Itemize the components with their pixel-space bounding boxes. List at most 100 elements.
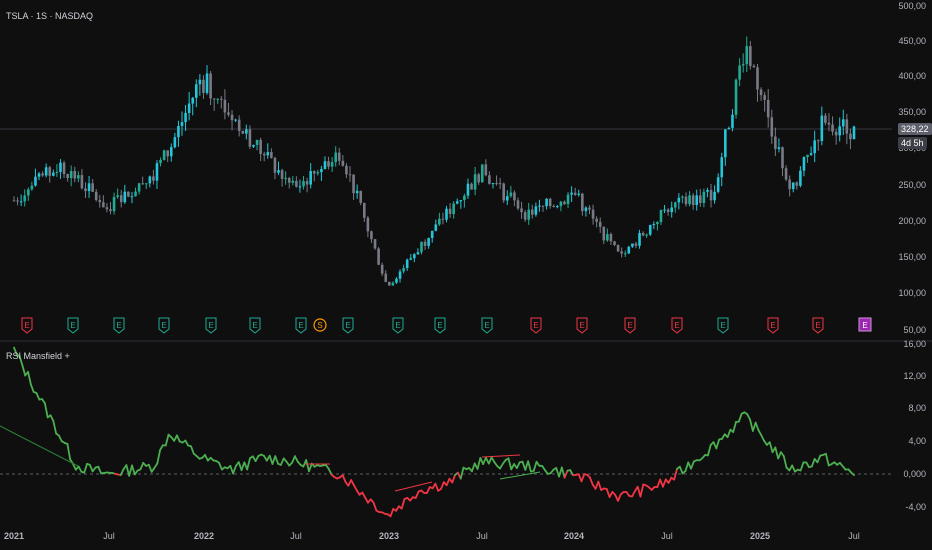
rsi-segment <box>673 468 678 481</box>
rsi-segment <box>445 477 451 487</box>
earnings-marker[interactable]: E <box>481 317 493 334</box>
candle-body <box>749 46 752 66</box>
candle-body <box>659 210 663 223</box>
earnings-marker[interactable]: E <box>113 317 125 334</box>
earnings-marker[interactable]: E <box>812 317 824 334</box>
rsi-segment <box>77 465 83 473</box>
time-axis-label: Jul <box>103 531 115 541</box>
candle-body <box>473 174 477 190</box>
earnings-marker-shape <box>342 317 354 334</box>
price-candles[interactable] <box>12 36 856 286</box>
candle-body <box>634 243 638 246</box>
candle-body <box>809 153 813 155</box>
candle-body <box>273 157 277 173</box>
price-axis[interactable]: 500,00450,00400,00350,00300,00250,00200,… <box>898 1 926 335</box>
earnings-marker[interactable]: E <box>21 317 33 334</box>
rsi-segment <box>782 455 788 469</box>
rsi-segment <box>799 461 805 472</box>
rsi-segment <box>308 462 313 473</box>
earnings-marker[interactable]: E <box>67 317 79 334</box>
event-marker-label: E <box>533 321 538 330</box>
candle-body <box>827 122 831 125</box>
candle-body <box>813 140 816 154</box>
candle-body <box>570 192 573 195</box>
candle-body <box>259 139 262 154</box>
earnings-marker[interactable]: E <box>671 317 683 334</box>
event-marker-label: E <box>484 321 489 330</box>
time-axis[interactable]: 2021 Jul 2022 Jul 2023 Jul 2024 Jul 2025 Jul <box>4 531 860 541</box>
candle-body <box>252 144 255 147</box>
indicator-title[interactable]: RSI Mansfield + <box>6 351 70 361</box>
candle-body <box>566 194 570 205</box>
earnings-marker[interactable]: E <box>858 317 872 332</box>
price-axis-label: 250,00 <box>898 180 926 190</box>
candle-body <box>230 114 234 121</box>
rsi-segment <box>760 434 766 442</box>
candle-body <box>581 193 584 212</box>
earnings-marker[interactable]: E <box>717 317 729 334</box>
earnings-marker[interactable]: E <box>295 317 307 334</box>
rsi-axis-label: -4,00 <box>905 502 926 512</box>
earnings-marker[interactable]: E <box>392 317 404 334</box>
candle-body <box>552 206 556 208</box>
rsi-axis[interactable]: 16,00 12,00 8,00 4,00 0,000 -4,00 <box>903 339 926 512</box>
candle-body <box>184 112 187 123</box>
price-axis-label: 150,00 <box>898 252 926 262</box>
rsi-line-group[interactable] <box>13 346 855 518</box>
rsi-segment <box>159 444 164 451</box>
rsi-segment <box>372 501 378 512</box>
candle-body <box>48 167 52 176</box>
rsi-segment <box>156 449 161 465</box>
candle-body <box>26 189 30 196</box>
price-axis-label: 200,00 <box>898 216 926 226</box>
candle-body <box>94 191 98 200</box>
candle-body <box>788 179 791 190</box>
earnings-marker-shape <box>113 317 125 334</box>
candle-body <box>420 241 423 253</box>
earnings-marker[interactable]: E <box>767 317 779 334</box>
candle-body <box>852 126 856 140</box>
candle-body <box>41 173 44 176</box>
candle-body <box>134 191 137 197</box>
event-marker-label: E <box>815 321 820 330</box>
earnings-marker-shape <box>158 317 170 334</box>
event-marker-label: E <box>345 321 350 330</box>
earnings-marker[interactable]: E <box>434 317 446 334</box>
candle-body <box>105 207 109 210</box>
candle-body <box>62 162 66 175</box>
candle-body <box>455 201 459 204</box>
earnings-marker[interactable]: E <box>624 317 636 334</box>
candle-body <box>155 163 159 181</box>
rsi-segment <box>737 412 743 423</box>
candle-body <box>152 176 155 181</box>
candle-body <box>849 133 852 140</box>
candle-body <box>173 137 177 148</box>
split-marker[interactable]: S <box>313 318 327 332</box>
candle-body <box>69 171 73 179</box>
candle-body <box>638 232 641 246</box>
rsi-segment <box>52 420 58 435</box>
rsi-segment <box>190 445 195 455</box>
rsi-segment <box>608 490 614 498</box>
rsi-segment <box>147 463 153 473</box>
earnings-marker[interactable]: E <box>158 317 170 334</box>
rsi-segment <box>667 476 673 484</box>
rsi-segment <box>459 466 465 480</box>
rsi-segment <box>88 463 94 473</box>
earnings-marker[interactable]: E <box>342 317 354 334</box>
candle-body <box>87 183 91 192</box>
rsi-segment <box>715 438 721 450</box>
rsi-segment <box>707 444 712 457</box>
candle-body <box>666 209 670 213</box>
earnings-marker[interactable]: E <box>205 317 217 334</box>
candle-body <box>784 168 788 180</box>
candle-body <box>191 97 195 104</box>
earnings-marker[interactable]: E <box>249 317 261 334</box>
earnings-marker[interactable]: E <box>576 317 588 334</box>
candle-body <box>523 212 527 220</box>
earnings-marker-shape <box>249 317 261 334</box>
earnings-marker[interactable]: E <box>530 317 542 334</box>
